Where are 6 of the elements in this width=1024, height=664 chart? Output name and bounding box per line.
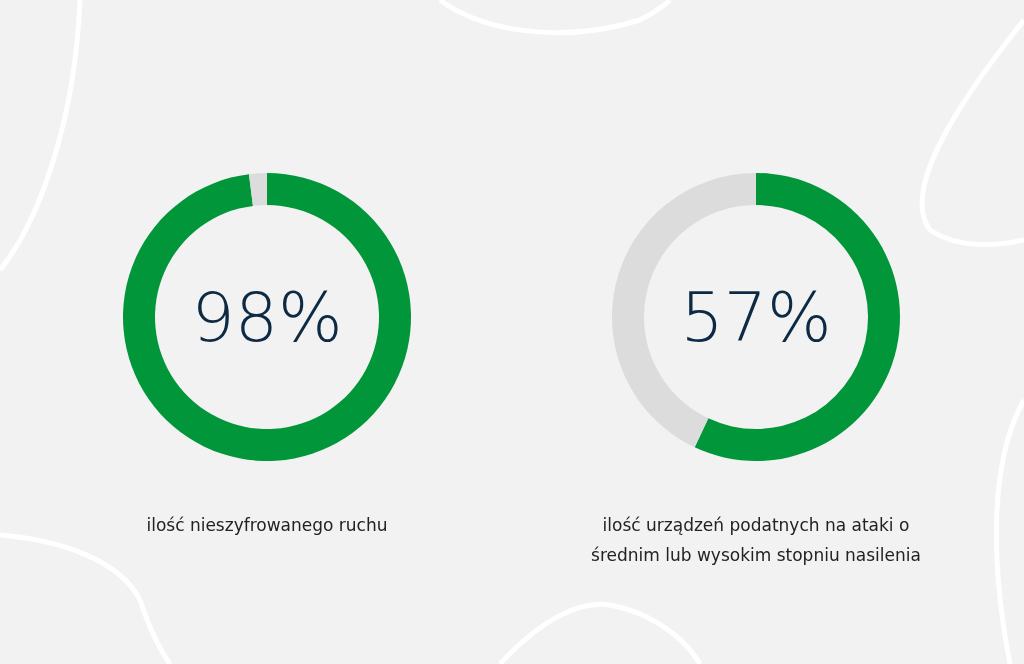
donut-slice	[248, 173, 267, 206]
data-label: 57%	[680, 277, 832, 357]
donut-slice	[123, 173, 411, 461]
data-label: 98%	[191, 277, 343, 357]
text: ilość urządzeń podatnych na ataki o średnim lub wysokim stopniu nasilenia	[591, 515, 921, 565]
text: ilość nieszyfrowanego ruchu	[146, 515, 388, 535]
